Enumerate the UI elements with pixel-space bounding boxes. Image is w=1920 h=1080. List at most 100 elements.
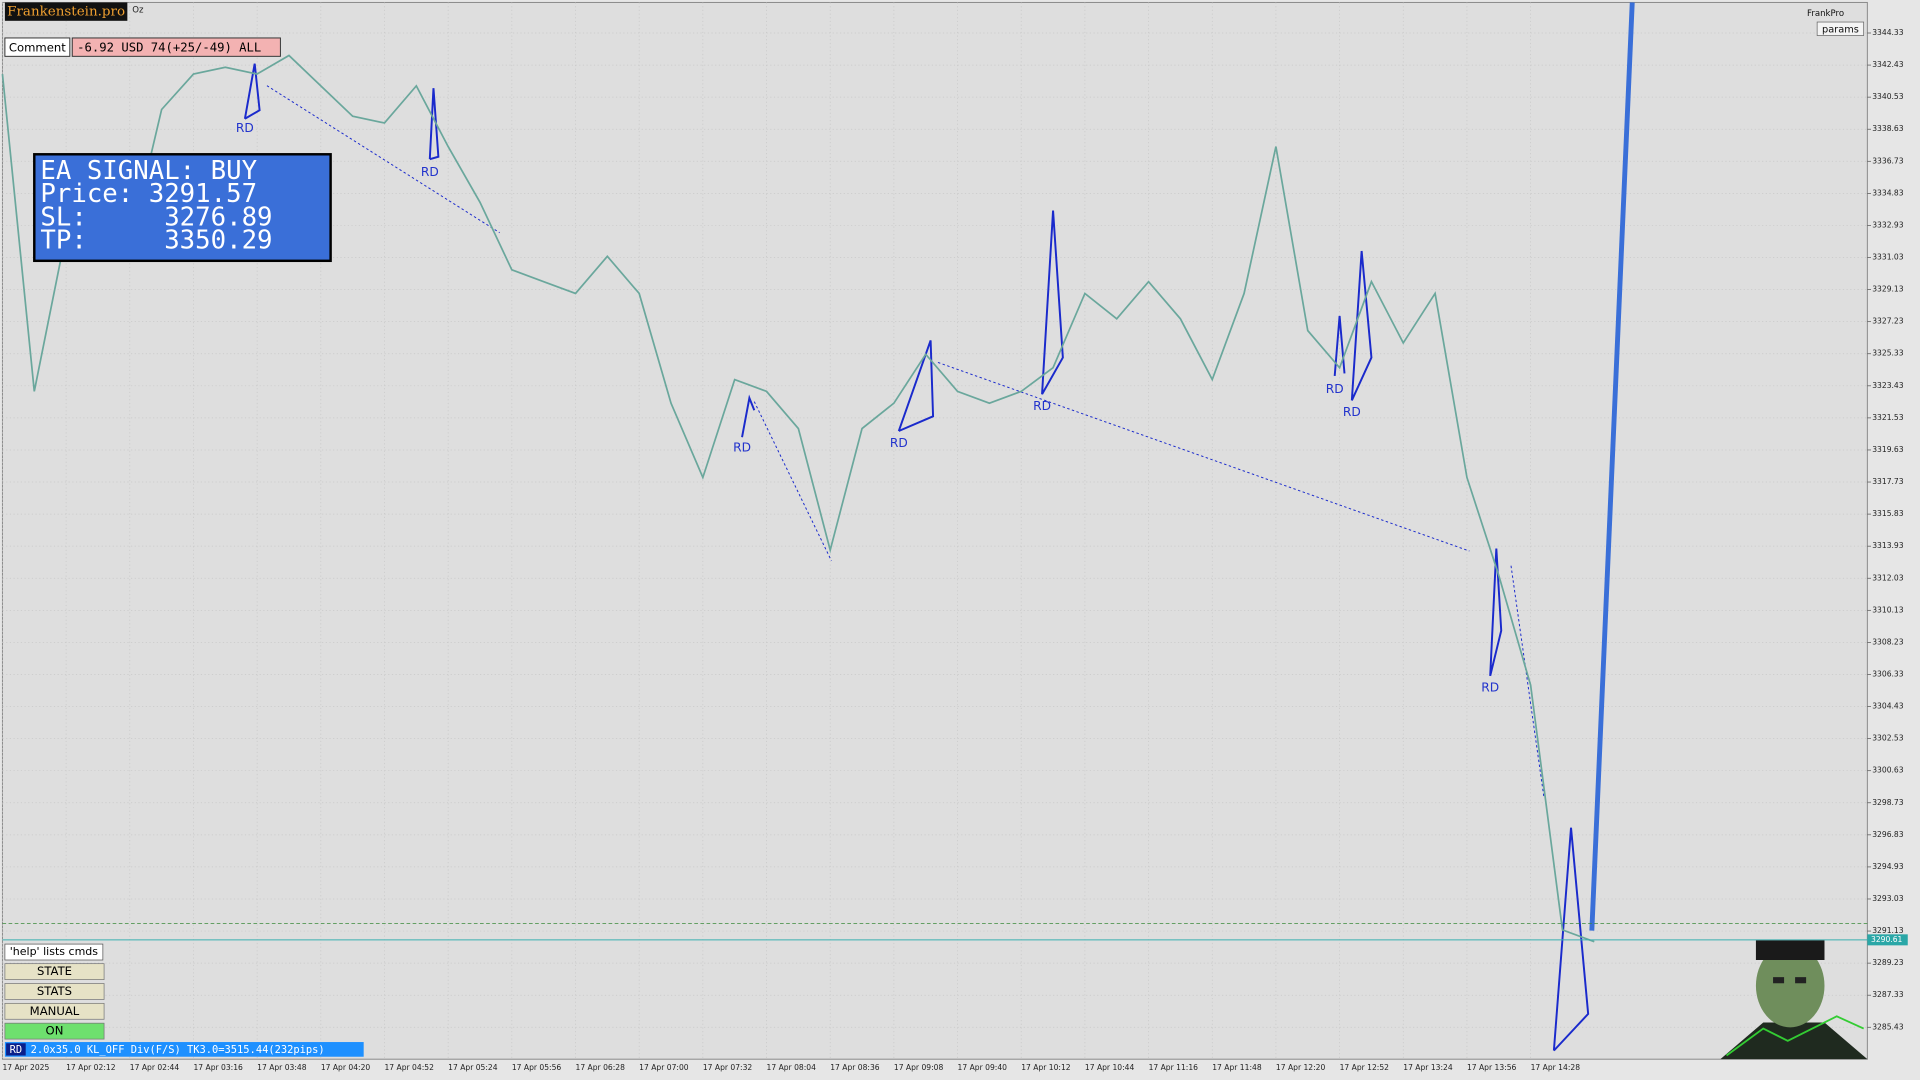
y-tick-label: 3321.53 — [1872, 413, 1904, 422]
x-tick-label: 17 Apr 07:32 — [703, 1063, 753, 1072]
y-tick-label: 3289.23 — [1872, 958, 1904, 967]
status-bar — [4, 1042, 364, 1057]
rd-annotation: RD — [236, 121, 254, 135]
brand: Frankenstein.pro — [7, 5, 125, 20]
y-tick-label: 3338.63 — [1872, 124, 1904, 133]
control-button-label[interactable]: STATS — [37, 984, 72, 998]
control-button[interactable] — [4, 963, 105, 980]
signal-line: Price: 3291.57 — [40, 179, 257, 209]
y-tick-label: 3291.13 — [1872, 926, 1904, 935]
y-tick-label: 3310.13 — [1872, 605, 1904, 614]
status-tag: RD — [10, 1044, 23, 1056]
rd-annotation: RD — [733, 441, 751, 455]
x-tick-label: 17 Apr 03:16 — [193, 1063, 243, 1072]
overlays — [243, 2, 1635, 1052]
y-tick-label: 3332.93 — [1872, 220, 1904, 229]
y-tick-label: 3334.83 — [1872, 188, 1904, 197]
x-tick-label: 17 Apr 09:40 — [958, 1063, 1008, 1072]
price-line — [1, 54, 1595, 943]
rd-pattern — [1552, 827, 1590, 1052]
x-tick-label: 17 Apr 14:28 — [1531, 1063, 1581, 1072]
x-tick-label: 17 Apr 07:00 — [639, 1063, 689, 1072]
signal-line: SL: 3276.89 — [40, 202, 272, 232]
x-tick-label: 17 Apr 03:48 — [257, 1063, 307, 1072]
x-tick-label: 17 Apr 05:24 — [448, 1063, 498, 1072]
rd-annotation: RD — [890, 436, 908, 450]
rd-pattern — [1041, 210, 1064, 395]
mascot — [1720, 940, 1868, 1060]
params-button[interactable] — [1816, 21, 1865, 36]
x-tick-label: 17 Apr 04:52 — [384, 1063, 434, 1072]
help-text: 'help' lists cmds — [10, 945, 99, 958]
x-tick-label: 17 Apr 10:44 — [1085, 1063, 1135, 1072]
comment-value: -6.92 USD 74(+25/-49) ALL — [77, 40, 261, 54]
control-button[interactable] — [4, 983, 105, 1000]
current-price-label: 3290.61 — [1871, 935, 1903, 944]
y-tick-label: 3323.43 — [1872, 381, 1904, 390]
y-tick-label: 3315.83 — [1872, 509, 1904, 518]
y-tick-label: 3327.23 — [1872, 317, 1904, 326]
current-price-box — [1867, 934, 1908, 946]
x-tick-label: 17 Apr 08:36 — [830, 1063, 880, 1072]
controls: 'help' lists cmds STATE STATS MANUAL ON — [4, 943, 105, 1040]
divergence-line — [753, 401, 832, 562]
y-tick-label: 3287.33 — [1872, 990, 1904, 999]
y-tick-label: 3329.13 — [1872, 285, 1904, 294]
y-tick-label: 3304.43 — [1872, 702, 1904, 711]
rd-annotation: RD — [421, 165, 439, 179]
symbol-suffix: Oz — [132, 5, 144, 15]
y-tick-label: 3344.33 — [1872, 28, 1904, 37]
rd-pattern — [741, 394, 756, 438]
x-tick-label: 17 Apr 12:20 — [1276, 1063, 1326, 1072]
rd-pattern — [243, 63, 261, 120]
y-tick-label: 3285.43 — [1872, 1022, 1904, 1031]
account: FrankPro — [1807, 9, 1844, 19]
status-tag-box — [6, 1043, 26, 1056]
x-tick-label: 17 Apr 02:12 — [66, 1063, 116, 1072]
control-button[interactable] — [4, 1022, 105, 1040]
price-plot: 3290.61 RD RD RD RD RD RD RD RD — [1, 54, 1908, 946]
y-tick-label: 3317.73 — [1872, 477, 1904, 486]
y-tick-label: 3340.53 — [1872, 92, 1904, 101]
x-tick-label: 17 Apr 2025 — [2, 1063, 49, 1072]
control-button-label[interactable]: STATE — [37, 964, 72, 978]
y-tick-label: 3342.43 — [1872, 60, 1904, 69]
signal-panel — [33, 153, 332, 263]
comment-label-box — [4, 37, 71, 57]
y-tick-label: 3302.53 — [1872, 734, 1904, 743]
rd-pattern — [897, 340, 935, 432]
control-button-label[interactable]: ON — [46, 1024, 64, 1038]
comment-value-box — [71, 37, 281, 57]
y-tick-label: 3294.93 — [1872, 862, 1904, 871]
control-button[interactable] — [4, 1002, 105, 1020]
y-tick-label: 3298.73 — [1872, 798, 1904, 807]
y-tick-label: 3325.33 — [1872, 349, 1904, 358]
rd-pattern — [1350, 250, 1373, 401]
y-tick-label: 3293.03 — [1872, 894, 1904, 903]
rd-annotation: RD — [1033, 399, 1051, 413]
x-tick-label: 17 Apr 11:48 — [1212, 1063, 1262, 1072]
y-tick-label: 3331.03 — [1872, 253, 1904, 262]
signal-line: TP: 3350.29 — [40, 226, 272, 256]
y-tick-label: 3306.33 — [1872, 669, 1904, 678]
rd-pattern — [1333, 315, 1346, 376]
divergence-line — [937, 361, 1470, 552]
rd-annotation: RD — [1481, 681, 1499, 695]
y-tick-label: 3319.63 — [1872, 445, 1904, 454]
rd-annotation: RD — [1326, 382, 1344, 396]
y-tick-label: 3300.63 — [1872, 766, 1904, 775]
help-box — [4, 943, 104, 961]
y-tick-label: 3336.73 — [1872, 156, 1904, 165]
x-tick-label: 17 Apr 04:20 — [321, 1063, 371, 1072]
y-tick-label: 3312.03 — [1872, 573, 1904, 582]
y-tick-label: 3313.93 — [1872, 541, 1904, 550]
divergence-line — [266, 85, 500, 234]
comment-label: Comment — [9, 40, 66, 54]
params-label[interactable]: params — [1822, 24, 1859, 35]
control-button-label[interactable]: MANUAL — [30, 1004, 80, 1018]
status-text: 2.0x35.0 KL_OFF Div(F/S) TK3.0=3515.44(2… — [31, 1044, 325, 1056]
brand-box — [4, 2, 128, 21]
